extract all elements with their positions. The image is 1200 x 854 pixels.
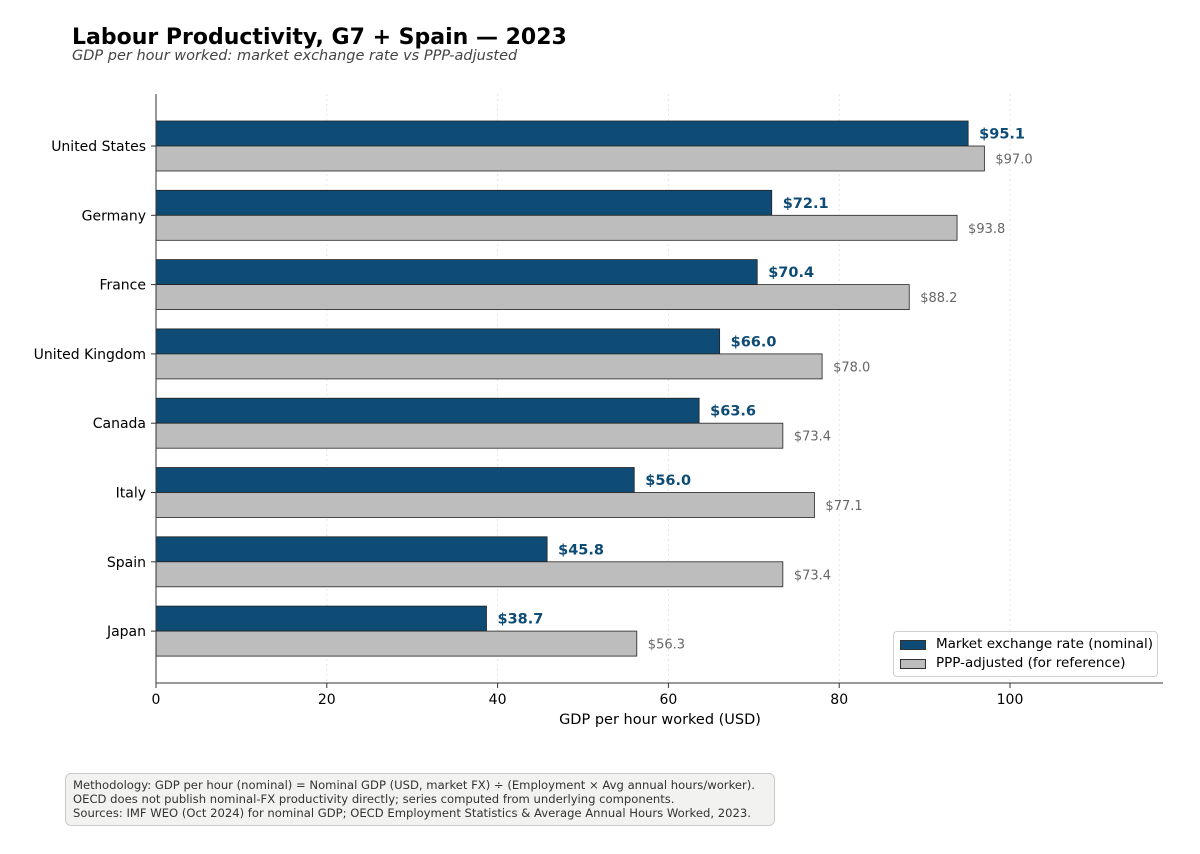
legend: Market exchange rate (nominal) PPP-adjus… xyxy=(893,631,1158,677)
bar-nominal xyxy=(155,259,758,286)
note-line-2: OECD does not publish nominal-FX product… xyxy=(73,792,675,806)
bar-nominal xyxy=(155,536,548,563)
y-tick-label: Canada xyxy=(93,416,146,432)
bar-ppp xyxy=(155,353,823,380)
value-label-nominal: $63.6 xyxy=(710,404,756,420)
legend-swatch-nominal xyxy=(900,640,926,650)
value-label-ppp: $77.1 xyxy=(825,499,862,514)
bar-ppp xyxy=(155,492,815,518)
bar-nominal xyxy=(155,397,700,424)
bar-ppp xyxy=(155,214,958,241)
value-label-ppp: $93.8 xyxy=(968,222,1005,237)
value-label-ppp: $73.4 xyxy=(794,430,831,445)
legend-label-ppp: PPP-adjusted (for reference) xyxy=(936,655,1126,671)
value-label-nominal: $56.0 xyxy=(645,473,691,489)
value-label-ppp: $78.0 xyxy=(833,360,870,375)
x-axis-label: GDP per hour worked (USD) xyxy=(559,712,761,728)
bar-nominal xyxy=(155,120,969,147)
chart-subtitle: GDP per hour worked: market exchange rat… xyxy=(72,48,518,64)
y-tick-label: Spain xyxy=(107,555,146,571)
value-label-ppp: $88.2 xyxy=(920,291,957,306)
value-label-nominal: $38.7 xyxy=(497,612,543,628)
value-label-nominal: $66.0 xyxy=(731,334,777,350)
value-label-ppp: $73.4 xyxy=(794,568,831,583)
x-tick-label: 100 xyxy=(997,692,1024,708)
x-tick-label: 20 xyxy=(318,692,336,708)
value-label-nominal: $45.8 xyxy=(558,542,604,558)
y-tick-label: Germany xyxy=(82,208,146,224)
methodology-note: Methodology: GDP per hour (nominal) = No… xyxy=(65,773,775,826)
note-line-1: Methodology: GDP per hour (nominal) = No… xyxy=(73,778,755,792)
bar-ppp xyxy=(155,422,784,449)
bar-ppp xyxy=(155,284,910,311)
y-tick-label: Italy xyxy=(116,486,146,502)
x-tick-label: 80 xyxy=(830,692,848,708)
legend-swatch-ppp xyxy=(900,659,926,669)
y-tick-label: France xyxy=(99,278,146,294)
bar-chart: $95.1 $97.0 $72.1 $93.8 $70.4 $88.2 $66.0 $78.0… xyxy=(34,94,1163,728)
bar-ppp xyxy=(155,561,784,588)
value-label-ppp: $56.3 xyxy=(648,638,685,653)
chart-title: Labour Productivity, G7 + Spain — 2023 xyxy=(72,25,567,50)
bar-nominal xyxy=(155,467,635,493)
value-label-nominal: $95.1 xyxy=(979,127,1025,143)
x-tick-label: 0 xyxy=(152,692,161,708)
bar-ppp xyxy=(155,145,985,172)
y-tick-label: Japan xyxy=(106,624,146,640)
x-tick-label: 40 xyxy=(489,692,507,708)
value-label-nominal: $72.1 xyxy=(783,196,829,212)
value-label-ppp: $97.0 xyxy=(995,153,1032,168)
bar-ppp xyxy=(155,630,638,657)
value-label-nominal: $70.4 xyxy=(768,265,814,281)
note-line-3: Sources: IMF WEO (Oct 2024) for nominal … xyxy=(73,806,751,820)
y-tick-label: United Kingdom xyxy=(34,347,146,363)
bar-nominal xyxy=(155,189,773,216)
x-tick-label: 60 xyxy=(659,692,677,708)
bar-nominal xyxy=(155,328,721,355)
y-tick-label: United States xyxy=(51,139,146,155)
bar-nominal xyxy=(155,605,487,632)
legend-label-nominal: Market exchange rate (nominal) xyxy=(936,636,1154,652)
